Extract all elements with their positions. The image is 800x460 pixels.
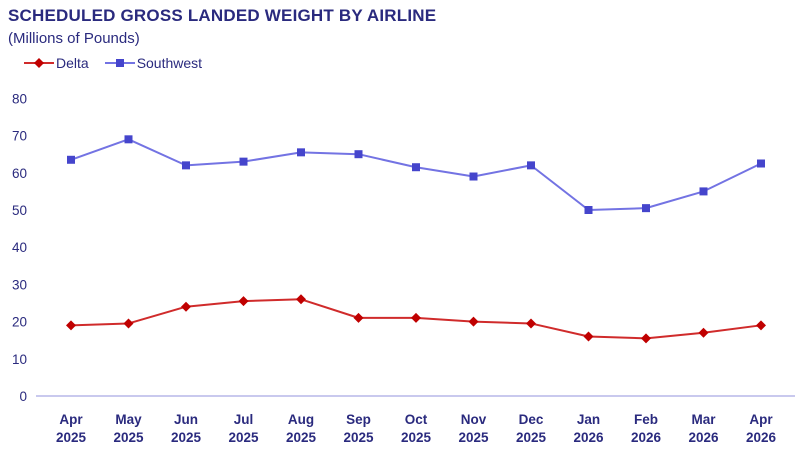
delta-marker <box>641 333 651 344</box>
chart-title: SCHEDULED GROSS LANDED WEIGHT BY AIRLINE <box>8 6 437 25</box>
x-axis-month-label: Mar <box>691 412 716 427</box>
x-axis-year-label: 2025 <box>171 430 202 445</box>
delta-marker <box>756 320 766 331</box>
legend-label-southwest: Southwest <box>136 55 203 71</box>
x-axis-year-label: 2025 <box>516 430 547 445</box>
delta-marker <box>123 318 134 329</box>
x-axis-year-label: 2025 <box>401 430 432 445</box>
x-axis-year-label: 2025 <box>228 430 259 445</box>
southwest-marker <box>182 161 190 170</box>
legend-label-delta: Delta <box>56 55 89 71</box>
y-axis-tick-label: 40 <box>12 240 27 255</box>
delta-marker <box>526 318 536 329</box>
delta-marker <box>698 327 709 338</box>
southwest-legend-marker-icon <box>104 59 135 67</box>
southwest-line <box>70 138 762 211</box>
delta-marker <box>468 316 479 327</box>
southwest-marker <box>297 148 305 157</box>
y-axis-tick-label: 60 <box>12 166 27 181</box>
y-axis-tick-label: 0 <box>19 389 27 404</box>
delta-marker <box>411 312 421 323</box>
x-axis-month-label: Oct <box>405 412 428 427</box>
southwest-marker <box>239 157 248 166</box>
y-axis-tick-label: 30 <box>12 277 27 292</box>
delta-marker <box>353 312 364 323</box>
legend-item-southwest: Southwest <box>104 55 203 71</box>
x-axis-year-label: 2025 <box>343 430 374 445</box>
southwest-legend-square <box>115 59 124 67</box>
delta-marker <box>181 301 191 312</box>
x-axis-year-label: 2026 <box>573 430 604 445</box>
chart-subtitle: (Millions of Pounds) <box>8 30 140 47</box>
y-axis-tick-label: 10 <box>12 352 27 367</box>
x-axis-year-label: 2025 <box>56 430 87 445</box>
delta-marker <box>238 296 249 307</box>
x-axis-year-label: 2026 <box>631 430 662 445</box>
southwest-marker <box>527 161 535 170</box>
x-axis-month-label: Nov <box>461 412 487 427</box>
southwest-marker <box>412 163 420 172</box>
y-axis-tick-label: 70 <box>12 129 27 144</box>
southwest-marker <box>757 159 765 168</box>
x-axis-year-label: 2026 <box>688 430 719 445</box>
southwest-marker <box>642 204 650 213</box>
legend: Delta Southwest <box>24 55 202 71</box>
x-axis-month-label: Aug <box>288 412 314 427</box>
x-axis-month-label: Jun <box>174 412 198 427</box>
x-axis-month-label: Apr <box>59 412 83 427</box>
x-axis-year-label: 2026 <box>746 430 777 445</box>
x-axis-month-label: Sep <box>346 412 371 427</box>
legend-item-delta: Delta <box>24 55 89 71</box>
y-axis-tick-label: 80 <box>12 91 27 106</box>
x-axis-month-label: Jul <box>234 412 254 427</box>
southwest-marker <box>699 187 708 196</box>
southwest-marker <box>469 172 478 181</box>
delta-legend-marker-icon <box>24 58 54 68</box>
x-axis-year-label: 2025 <box>286 430 317 445</box>
x-axis-month-label: Feb <box>634 412 658 427</box>
x-axis-month-label: May <box>115 412 142 427</box>
southwest-marker <box>124 135 133 144</box>
delta-marker <box>296 294 306 305</box>
x-axis-month-label: Apr <box>749 412 773 427</box>
x-axis-month-label: Jan <box>577 412 600 427</box>
delta-legend-diamond <box>34 58 44 68</box>
delta-marker <box>583 331 594 342</box>
y-axis-tick-label: 50 <box>12 203 27 218</box>
x-axis-year-label: 2025 <box>458 430 489 445</box>
southwest-marker <box>584 206 593 214</box>
southwest-marker <box>67 155 75 164</box>
delta-marker <box>66 320 76 331</box>
x-axis-year-label: 2025 <box>113 430 144 445</box>
y-axis-tick-label: 20 <box>12 315 27 330</box>
x-axis-month-label: Dec <box>519 412 544 427</box>
southwest-marker <box>354 150 363 159</box>
